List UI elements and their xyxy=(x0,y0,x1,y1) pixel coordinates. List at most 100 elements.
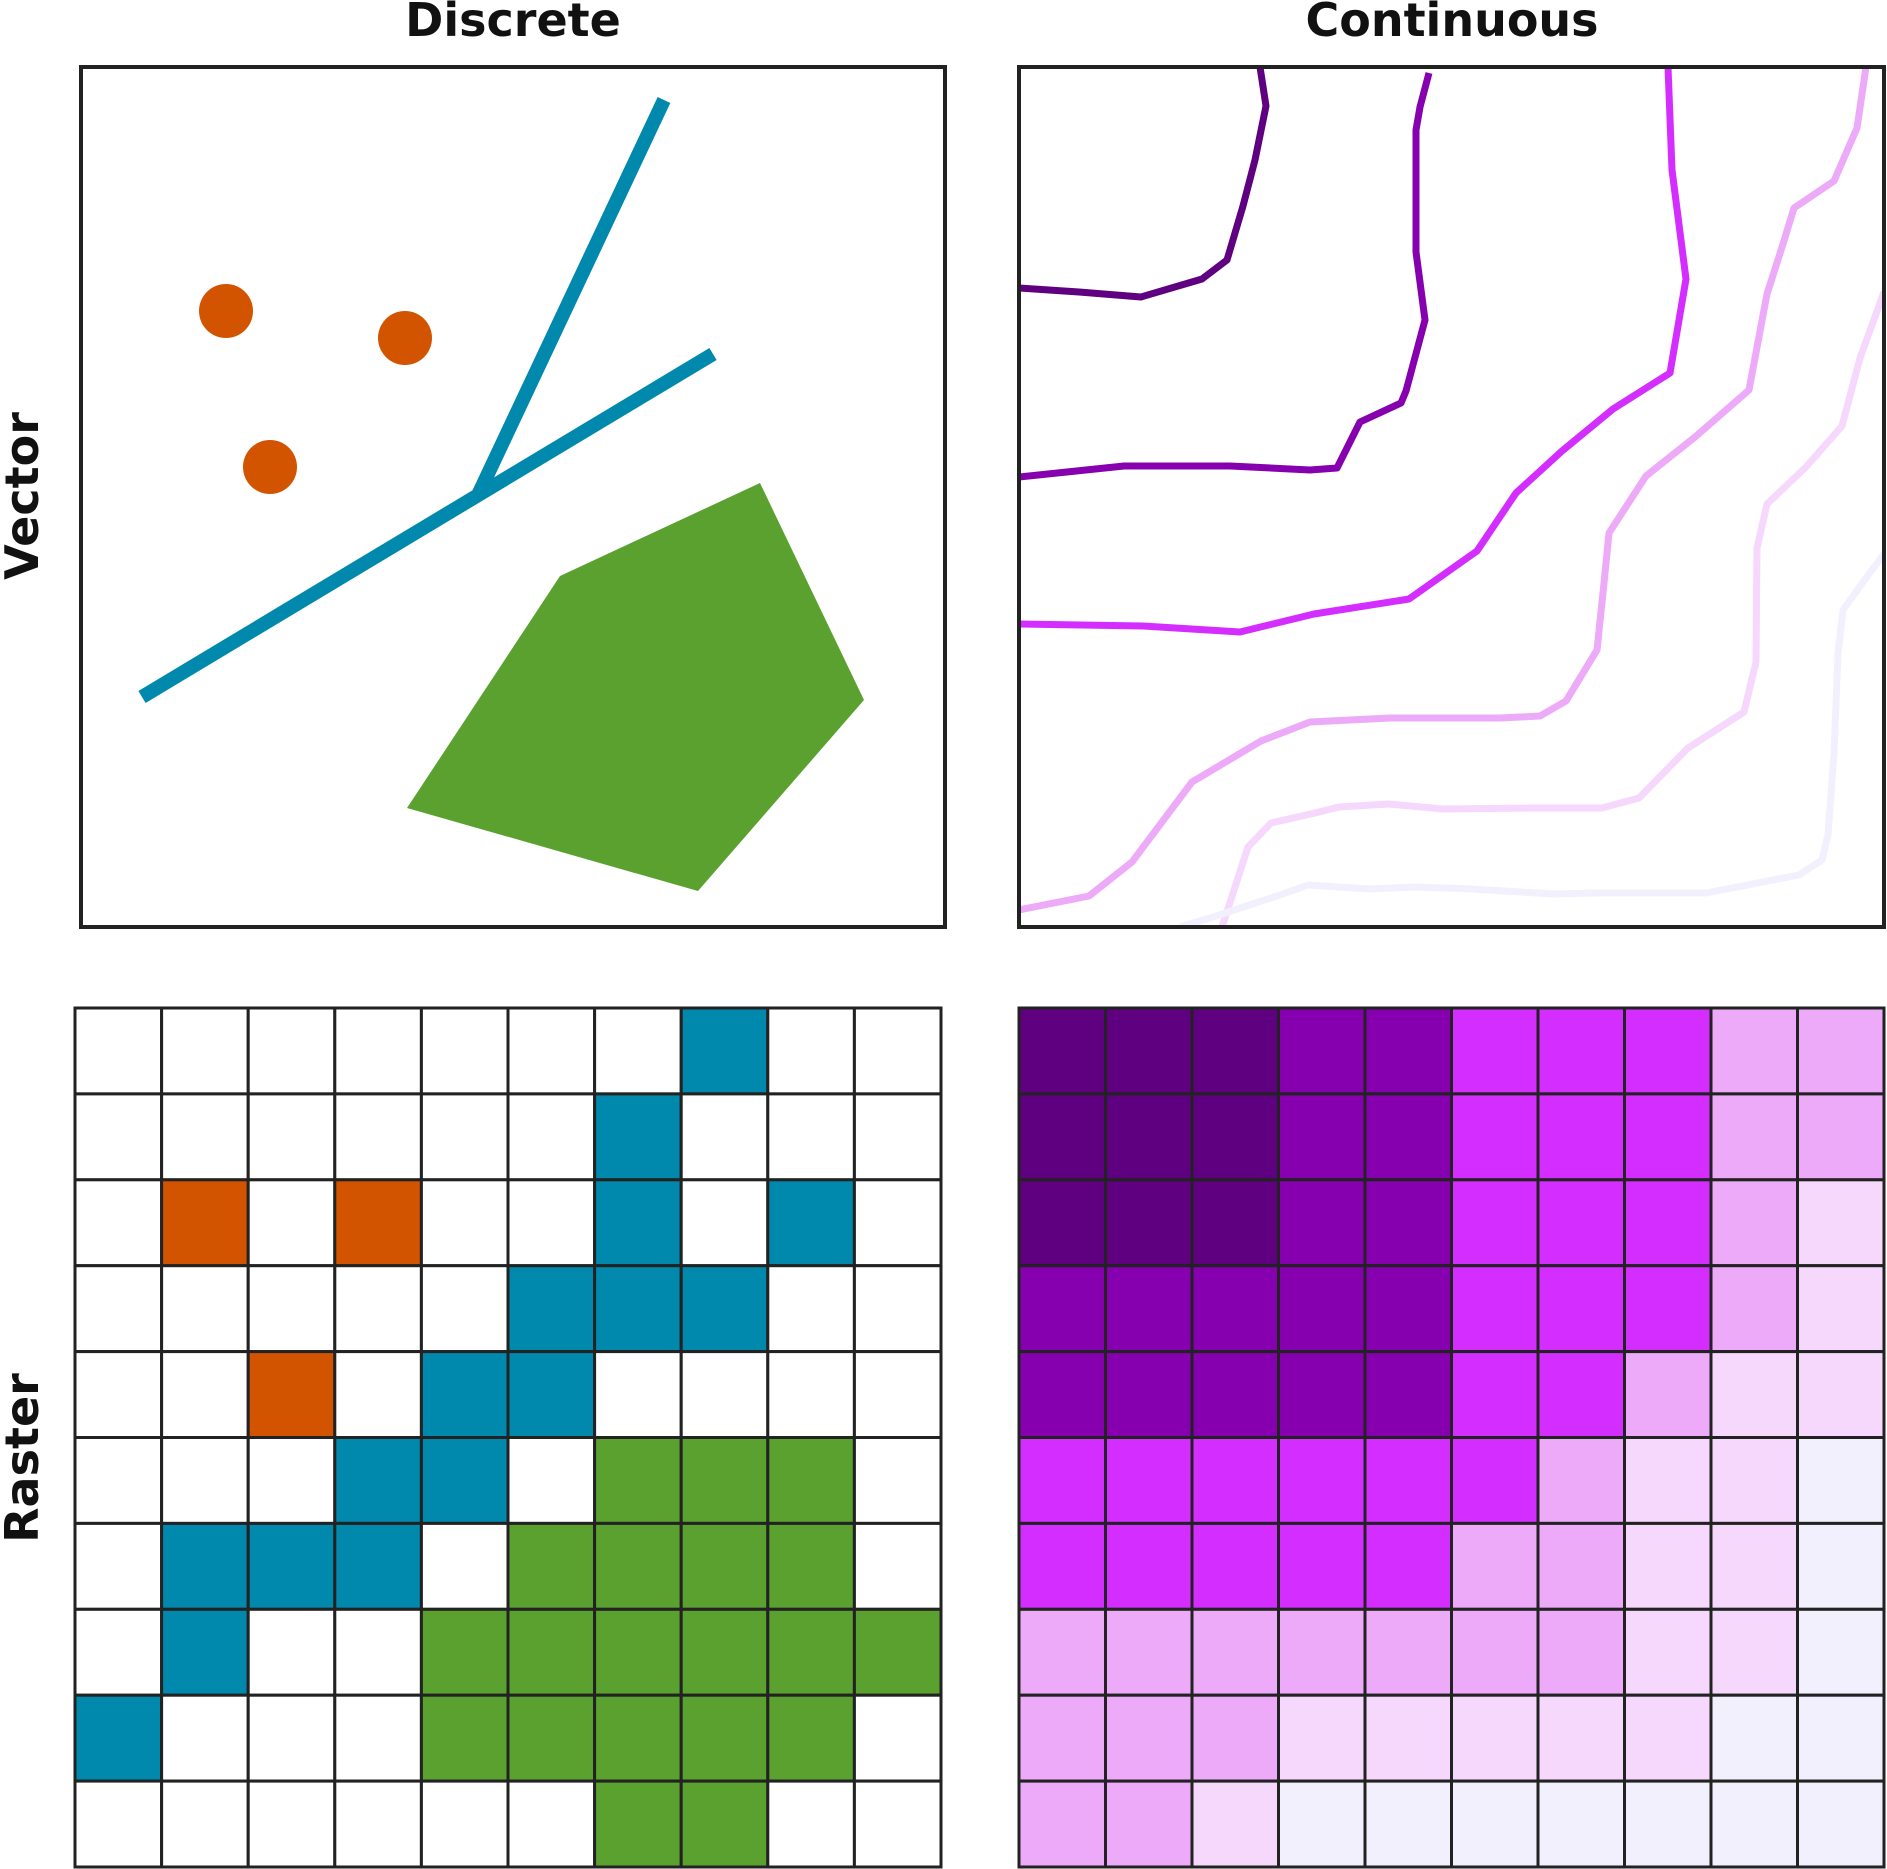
raster-cell xyxy=(419,1779,510,1869)
raster-cell xyxy=(1623,1264,1713,1354)
raster-cell xyxy=(593,1006,683,1096)
raster-cell xyxy=(679,1006,770,1096)
raster-cell xyxy=(1190,1006,1280,1096)
raster-cell xyxy=(1796,1693,1886,1783)
raster-cell xyxy=(1277,1521,1367,1611)
header-raster: Raster xyxy=(0,1373,49,1543)
raster-cell xyxy=(1190,1607,1280,1697)
raster-cell xyxy=(1536,1521,1626,1611)
raster-cell xyxy=(1709,1779,1799,1869)
raster-cell xyxy=(766,1350,856,1439)
raster-cell xyxy=(766,1607,856,1697)
point-feature xyxy=(243,440,297,494)
raster-cell xyxy=(506,1350,597,1439)
raster-cell xyxy=(1450,1779,1540,1869)
raster-cell xyxy=(593,1436,683,1525)
raster-cell xyxy=(679,1779,770,1869)
raster-cell xyxy=(1363,1006,1453,1096)
raster-cell xyxy=(1796,1779,1886,1869)
raster-cell xyxy=(419,1006,510,1096)
raster-cell xyxy=(1709,1264,1799,1354)
raster-cell xyxy=(246,1436,337,1525)
raster-cell xyxy=(506,1006,597,1096)
line-feature xyxy=(138,347,717,704)
point-feature xyxy=(199,284,253,338)
raster-cell xyxy=(1796,1178,1886,1268)
raster-cell xyxy=(1536,1350,1626,1439)
contour-line xyxy=(1019,72,1433,481)
raster-cell xyxy=(1363,1092,1453,1182)
raster-cell xyxy=(1450,1092,1540,1182)
raster-cell xyxy=(852,1521,943,1611)
raster-cell xyxy=(1536,1779,1626,1869)
raster-cell xyxy=(333,1521,423,1611)
raster-cell xyxy=(852,1350,943,1439)
contour-line xyxy=(1019,67,1690,636)
raster-cell xyxy=(1104,1779,1194,1869)
raster-cell xyxy=(1017,1436,1107,1525)
raster-cell xyxy=(73,1521,164,1611)
raster-discrete-panel xyxy=(73,1006,943,1869)
raster-cell xyxy=(1104,1264,1194,1354)
raster-cell xyxy=(1277,1006,1367,1096)
raster-cell xyxy=(1277,1350,1367,1439)
raster-cell xyxy=(419,1350,510,1439)
raster-cell xyxy=(506,1178,597,1268)
raster-cell xyxy=(1536,1178,1626,1268)
raster-cell xyxy=(246,1006,337,1096)
raster-cell xyxy=(419,1436,510,1525)
raster-cell xyxy=(679,1607,770,1697)
raster-cell xyxy=(506,1693,597,1783)
raster-cell xyxy=(593,1693,683,1783)
raster-cell xyxy=(679,1436,770,1525)
raster-cell xyxy=(506,1436,597,1525)
raster-cell xyxy=(73,1350,164,1439)
raster-cell xyxy=(766,1092,856,1182)
raster-cell xyxy=(1450,1264,1540,1354)
raster-cell xyxy=(1709,1092,1799,1182)
contour-line xyxy=(1218,290,1884,927)
raster-cell xyxy=(1450,1521,1540,1611)
raster-cell xyxy=(1277,1264,1367,1354)
raster-cell xyxy=(852,1693,943,1783)
raster-cell xyxy=(1450,1006,1540,1096)
raster-cell xyxy=(1363,1178,1453,1268)
raster-cell xyxy=(1017,1178,1107,1268)
raster-cell xyxy=(506,1264,597,1354)
raster-cell xyxy=(1363,1693,1453,1783)
raster-cell xyxy=(1190,1521,1280,1611)
raster-cell xyxy=(506,1092,597,1182)
raster-cell xyxy=(1709,1350,1799,1439)
raster-cell xyxy=(1623,1092,1713,1182)
raster-cell xyxy=(1017,1607,1107,1697)
raster-cell xyxy=(1104,1006,1194,1096)
contour-line xyxy=(1019,67,1270,301)
polygon-feature xyxy=(407,483,864,891)
raster-cell xyxy=(1536,1436,1626,1525)
raster-cell xyxy=(593,1607,683,1697)
raster-cell xyxy=(1017,1521,1107,1611)
raster-cell xyxy=(506,1607,597,1697)
raster-cell xyxy=(593,1521,683,1611)
raster-cell xyxy=(679,1521,770,1611)
raster-cell xyxy=(160,1436,250,1525)
point-feature xyxy=(378,311,432,365)
raster-cell xyxy=(1104,1607,1194,1697)
raster-cell xyxy=(593,1178,683,1268)
raster-cell xyxy=(1190,1350,1280,1439)
vector-discrete-panel xyxy=(79,65,947,929)
raster-cell xyxy=(1277,1436,1367,1525)
raster-cell xyxy=(1623,1006,1713,1096)
raster-cell xyxy=(1363,1521,1453,1611)
contour-line xyxy=(1019,67,1870,914)
raster-cell xyxy=(73,1006,164,1096)
raster-cell xyxy=(1536,1693,1626,1783)
raster-cell xyxy=(1277,1607,1367,1697)
raster-cell xyxy=(766,1264,856,1354)
raster-cell xyxy=(1536,1607,1626,1697)
raster-cell xyxy=(160,1264,250,1354)
raster-cell xyxy=(419,1264,510,1354)
raster-cell xyxy=(333,1264,423,1354)
raster-cell xyxy=(246,1779,337,1869)
raster-cell xyxy=(1623,1779,1713,1869)
